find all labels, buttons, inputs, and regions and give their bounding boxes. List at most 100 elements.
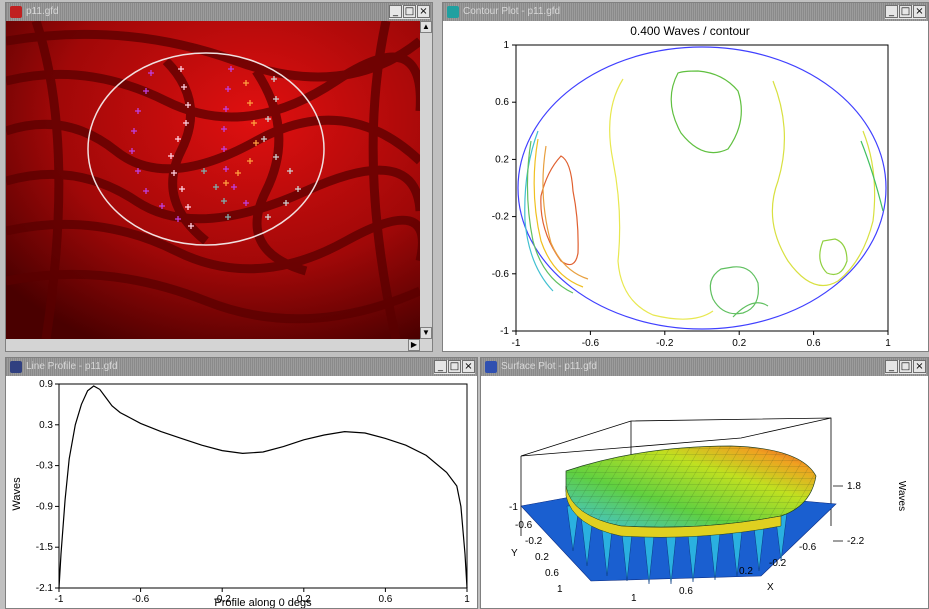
x-tick-label: 0.2 <box>732 338 746 349</box>
surface-plot-window[interactable]: Surface Plot - p11.gfd _ □ × <box>480 357 929 609</box>
y-tick-label: 0.2 <box>495 154 509 165</box>
fringe-mark <box>129 148 135 154</box>
image-window[interactable]: p11.gfd _ □ × <box>5 2 433 352</box>
fringe-mark <box>273 154 279 160</box>
x-axis-label: X <box>767 582 774 593</box>
fringe-mark <box>135 108 141 114</box>
contour-line-red <box>540 155 579 266</box>
z-tick-bottom: -2.2 <box>847 536 865 547</box>
fringe-mark <box>179 186 185 192</box>
contour-line-green-bottom <box>709 266 760 315</box>
y-tick-label: 0.9 <box>39 379 53 390</box>
fringe-mark <box>171 170 177 176</box>
scroll-up-button[interactable]: ▲ <box>420 21 432 33</box>
y-axis-label: Waves <box>11 477 23 511</box>
fringe-mark <box>243 80 249 86</box>
fringe-mark <box>287 168 293 174</box>
line-y-ticks: 0.9 0.3 -0.3 -0.9 -1.5 -2.1 <box>36 379 59 594</box>
z-axis-label: Waves <box>896 481 907 511</box>
profile-series-line <box>58 385 468 589</box>
minimize-button[interactable]: _ <box>885 5 898 18</box>
fringe-mark <box>175 216 181 222</box>
maximize-button[interactable]: □ <box>448 360 461 373</box>
close-button[interactable]: × <box>417 5 430 18</box>
fringe-mark <box>273 96 279 102</box>
x-tick-0: -0.6 <box>799 542 817 553</box>
close-button[interactable]: × <box>913 360 926 373</box>
y-tick-label: 0.6 <box>495 97 509 108</box>
x-tick-label: -1 <box>512 338 521 349</box>
contour-title: 0.400 Waves / contour <box>630 24 750 38</box>
contour-line-yellow-mid <box>609 78 714 320</box>
y-axis-label: Y <box>511 548 518 559</box>
y-tick-5: 1 <box>557 584 563 595</box>
surface-app-icon <box>485 361 497 373</box>
interferogram-image[interactable] <box>6 21 420 339</box>
contour-plot-window[interactable]: Contour Plot - p11.gfd _ □ × 0.400 Waves… <box>442 2 929 352</box>
fringe-mark <box>251 120 257 126</box>
contour-window-titlebar[interactable]: Contour Plot - p11.gfd _ □ × <box>443 3 928 21</box>
x-tick-label: -1 <box>55 594 64 605</box>
x-tick-2: 0.2 <box>739 566 753 577</box>
fringe-mark <box>225 86 231 92</box>
fringe-mark <box>221 198 227 204</box>
contour-line-yellow-right <box>771 80 876 287</box>
fringe-mark <box>175 136 181 142</box>
line-x-ticks: -1 -0.6 -0.2 0.2 0.6 1 <box>55 588 470 605</box>
x-tick-4: 1 <box>631 593 637 604</box>
contour-line-green-left <box>526 140 574 294</box>
z-tick-top: 1.8 <box>847 481 861 492</box>
x-tick-label: -0.6 <box>132 594 150 605</box>
fringe-mark <box>168 153 174 159</box>
line-plot-frame <box>58 383 468 589</box>
close-button[interactable]: × <box>913 5 926 18</box>
window-title: Surface Plot - p11.gfd <box>501 361 597 372</box>
fringe-mark <box>283 200 289 206</box>
app-icon <box>10 6 22 18</box>
y-tick-label: -1 <box>500 326 509 337</box>
fringe-mark <box>143 188 149 194</box>
surface-window-titlebar[interactable]: Surface Plot - p11.gfd _ □ × <box>481 358 928 376</box>
maximize-button[interactable]: □ <box>899 360 912 373</box>
close-button[interactable]: × <box>462 360 475 373</box>
y-tick-label: 0.3 <box>39 420 53 431</box>
fringe-mark <box>228 66 234 72</box>
maximize-button[interactable]: □ <box>403 5 416 18</box>
y-tick-label: -0.6 <box>492 269 510 280</box>
window-title: p11.gfd <box>26 6 59 17</box>
scroll-right-button[interactable]: ▶ <box>408 339 420 351</box>
fringe-mark <box>188 223 194 229</box>
fringe-mark <box>271 76 277 82</box>
minimize-button[interactable]: _ <box>885 360 898 373</box>
fringe-mark <box>235 170 241 176</box>
fringe-mark <box>185 204 191 210</box>
x-tick-label: 0.6 <box>807 338 821 349</box>
vertical-scrollbar[interactable]: ▲ ▼ <box>420 21 432 339</box>
line-profile-window[interactable]: Line Profile - p11.gfd _ □ × -1 -0.6 -0.2 0… <box>5 357 478 609</box>
fringe-mark <box>223 106 229 112</box>
fringe-mark <box>131 128 137 134</box>
image-window-titlebar[interactable]: p11.gfd _ □ × <box>6 3 432 21</box>
y-tick-2: -0.2 <box>525 536 543 547</box>
fringe-mark <box>221 146 227 152</box>
scroll-down-button[interactable]: ▼ <box>420 327 432 339</box>
fringe-mark <box>265 116 271 122</box>
horizontal-scrollbar[interactable]: ▶ <box>6 339 432 351</box>
fringe-mark <box>265 214 271 220</box>
fringe-mark <box>247 158 253 164</box>
contour-line-green-lower <box>732 302 769 318</box>
surface-edge-spikes <box>566 505 788 585</box>
maximize-button[interactable]: □ <box>899 5 912 18</box>
contour-line-yellow-left <box>533 138 584 288</box>
y-tick-label: -0.3 <box>36 461 54 472</box>
fringe-mark <box>148 70 154 76</box>
contour-line-orange-left <box>542 145 589 280</box>
contour-line-green-top <box>670 70 742 154</box>
minimize-button[interactable]: _ <box>389 5 402 18</box>
contour-lines <box>524 70 884 320</box>
fringe-mark <box>253 140 259 146</box>
line-window-titlebar[interactable]: Line Profile - p11.gfd _ □ × <box>6 358 477 376</box>
fringe-mark <box>185 102 191 108</box>
fringe-mark <box>159 203 165 209</box>
minimize-button[interactable]: _ <box>434 360 447 373</box>
